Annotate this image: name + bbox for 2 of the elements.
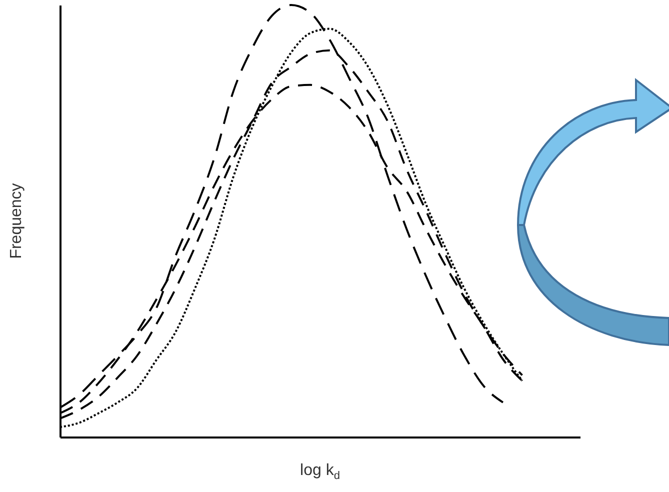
x-axis-title: log k$_{d}$	[299, 462, 341, 482]
y-axis-title: Frequency	[8, 183, 26, 259]
